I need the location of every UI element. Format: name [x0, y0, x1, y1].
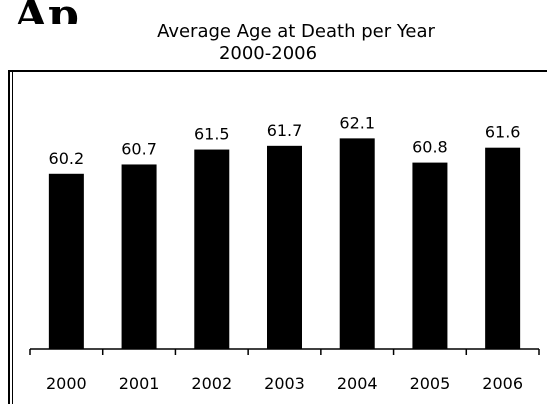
- data-label-2000: 60.2: [49, 149, 85, 168]
- data-label-2006: 61.6: [485, 123, 521, 142]
- svg-text:Ap: Ap: [13, 0, 79, 24]
- data-label-2003: 61.7: [267, 121, 303, 140]
- bar-2002: [194, 149, 230, 349]
- x-tick-label-2002: 2002: [191, 374, 232, 393]
- bar-2006: [485, 147, 521, 349]
- data-label-2002: 61.5: [194, 125, 230, 144]
- data-label-2004: 62.1: [339, 113, 375, 132]
- bar-2003: [267, 145, 302, 349]
- bar-2005: [412, 162, 448, 349]
- x-tick-label-2006: 2006: [482, 374, 523, 393]
- chart-frame-left: [8, 70, 10, 404]
- x-tick-label-2005: 2005: [410, 374, 451, 393]
- bar-2000: [48, 173, 84, 349]
- chart-frame-left-inner: [12, 70, 13, 404]
- chart-title: Average Age at Death per Year: [157, 21, 435, 42]
- bar-2001: [121, 164, 157, 349]
- x-tick-label-2003: 2003: [264, 374, 305, 393]
- cropped-heading-fragment: Ap: [13, 0, 79, 24]
- data-label-2001: 60.7: [121, 139, 157, 158]
- x-tick-label-2000: 2000: [46, 374, 87, 393]
- chart-frame-top: [8, 70, 547, 72]
- x-tick-label-2001: 2001: [119, 374, 160, 393]
- bar-2004: [339, 138, 375, 349]
- x-tick-label-2004: 2004: [337, 374, 378, 393]
- chart-subtitle: 2000-2006: [219, 43, 317, 64]
- data-label-2005: 60.8: [412, 138, 448, 157]
